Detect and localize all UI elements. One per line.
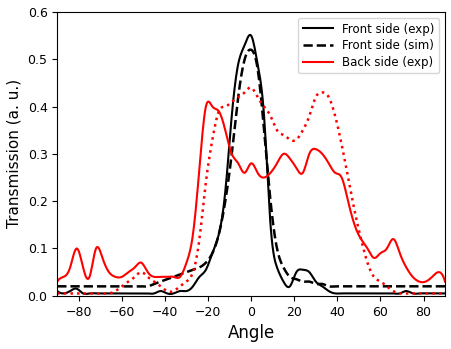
Back side (exp)	[285, 155, 291, 159]
Front side (exp)	[373, 291, 378, 296]
Front side (exp)	[167, 292, 172, 296]
Back side (exp)	[373, 255, 378, 260]
Front side (sim)	[327, 284, 333, 289]
Front side (sim)	[55, 284, 60, 288]
Y-axis label: Transmission (a. u.): Transmission (a. u.)	[7, 79, 22, 229]
Front side (sim)	[373, 284, 378, 288]
Front side (exp)	[442, 291, 447, 296]
Front side (exp)	[239, 49, 244, 53]
X-axis label: Angle: Angle	[227, 324, 274, 342]
Front side (sim)	[442, 284, 447, 288]
Front side (sim)	[247, 47, 252, 52]
Front side (exp)	[247, 33, 252, 37]
Back side (exp)	[265, 173, 270, 178]
Line: Front side (exp): Front side (exp)	[57, 35, 444, 294]
Line: Back side (exp): Back side (exp)	[57, 102, 444, 282]
Line: Front side (sim): Front side (sim)	[57, 50, 444, 287]
Back side (exp)	[239, 169, 244, 173]
Back side (exp)	[55, 280, 60, 284]
Back side (exp)	[205, 99, 210, 104]
Front side (sim)	[238, 73, 244, 77]
Back side (exp)	[419, 280, 424, 284]
Back side (exp)	[442, 280, 447, 284]
Front side (sim)	[265, 171, 270, 175]
Back side (exp)	[241, 171, 247, 175]
Front side (sim)	[240, 61, 246, 65]
Front side (sim)	[285, 274, 291, 278]
Legend: Front side (exp), Front side (sim), Back side (exp): Front side (exp), Front side (sim), Back…	[298, 18, 438, 73]
Front side (exp)	[286, 284, 292, 289]
Front side (exp)	[433, 291, 439, 296]
Front side (exp)	[241, 43, 247, 47]
Front side (exp)	[265, 193, 271, 197]
Back side (exp)	[433, 270, 439, 275]
Front side (sim)	[433, 284, 439, 288]
Front side (exp)	[55, 289, 60, 293]
